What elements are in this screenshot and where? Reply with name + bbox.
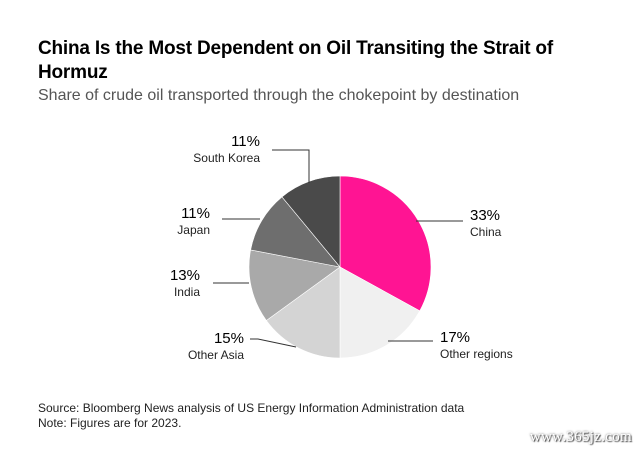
figures-note: Note: Figures are for 2023. <box>38 416 182 430</box>
slice-value-label-china: 33% <box>470 207 500 224</box>
pie-slice-india <box>248 249 341 321</box>
slice-value-label-other-regions: 17% <box>440 329 470 346</box>
pie-slice-other-asia <box>265 266 341 359</box>
chart-footer: Source: Bloomberg News analysis of US En… <box>38 401 464 431</box>
slice-name-label-china: China <box>470 225 502 239</box>
slice-value-label-japan: 11% <box>181 205 210 222</box>
chart-subtitle: Share of crude oil transported through t… <box>38 87 520 104</box>
slice-value-label-other-asia: 15% <box>214 330 244 347</box>
slice-value-label-south-korea: 11% <box>231 133 260 150</box>
slice-name-label-south-korea: South Korea <box>193 151 260 165</box>
leader-line-south-korea <box>272 149 310 183</box>
chart-title: China Is the Most Dependent on Oil Trans… <box>38 38 553 83</box>
slice-labels: 33%China 17%Other regions 15%Other Asia 13%… <box>170 133 513 362</box>
slice-value-label-india: 13% <box>170 267 200 284</box>
pie-chart: 33%China 17%Other regions 15%Other Asia 13%… <box>170 133 513 362</box>
slice-name-label-india: India <box>174 285 200 299</box>
leader-line-other-asia <box>250 338 297 348</box>
watermark: www.365jz.com <box>529 429 632 445</box>
slice-name-label-japan: Japan <box>177 223 210 237</box>
pie-slice-other-regions <box>339 266 421 359</box>
leader-lines <box>213 149 463 348</box>
slice-name-label-other-asia: Other Asia <box>188 348 244 362</box>
slice-name-label-other-regions: Other regions <box>440 347 513 361</box>
source-note: Source: Bloomberg News analysis of US En… <box>38 401 465 415</box>
pie-slices <box>248 175 432 359</box>
